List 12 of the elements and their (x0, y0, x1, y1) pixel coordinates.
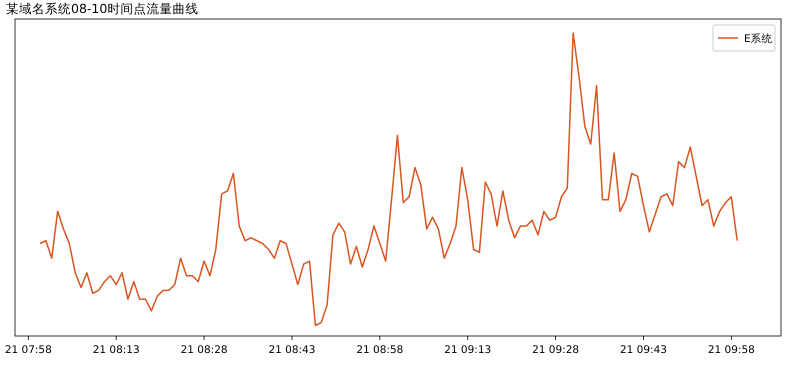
x-tick-label: 21 09:28 (532, 344, 580, 356)
x-tick-label: 21 07:58 (4, 344, 52, 356)
x-tick-label: 21 09:58 (708, 344, 755, 356)
chart-title: 某域名系统08-10时间点流量曲线 (6, 1, 198, 16)
x-tick-label: 21 09:43 (620, 344, 667, 356)
legend: E系统 (712, 24, 776, 52)
x-tick-label: 21 08:58 (356, 344, 404, 356)
x-tick-label: 21 08:13 (92, 344, 140, 356)
x-tick-label: 21 08:28 (180, 344, 228, 356)
x-tick-label: 21 08:43 (268, 344, 316, 356)
x-tick-label: 21 09:13 (444, 344, 492, 356)
legend-label: E系统 (744, 32, 773, 45)
